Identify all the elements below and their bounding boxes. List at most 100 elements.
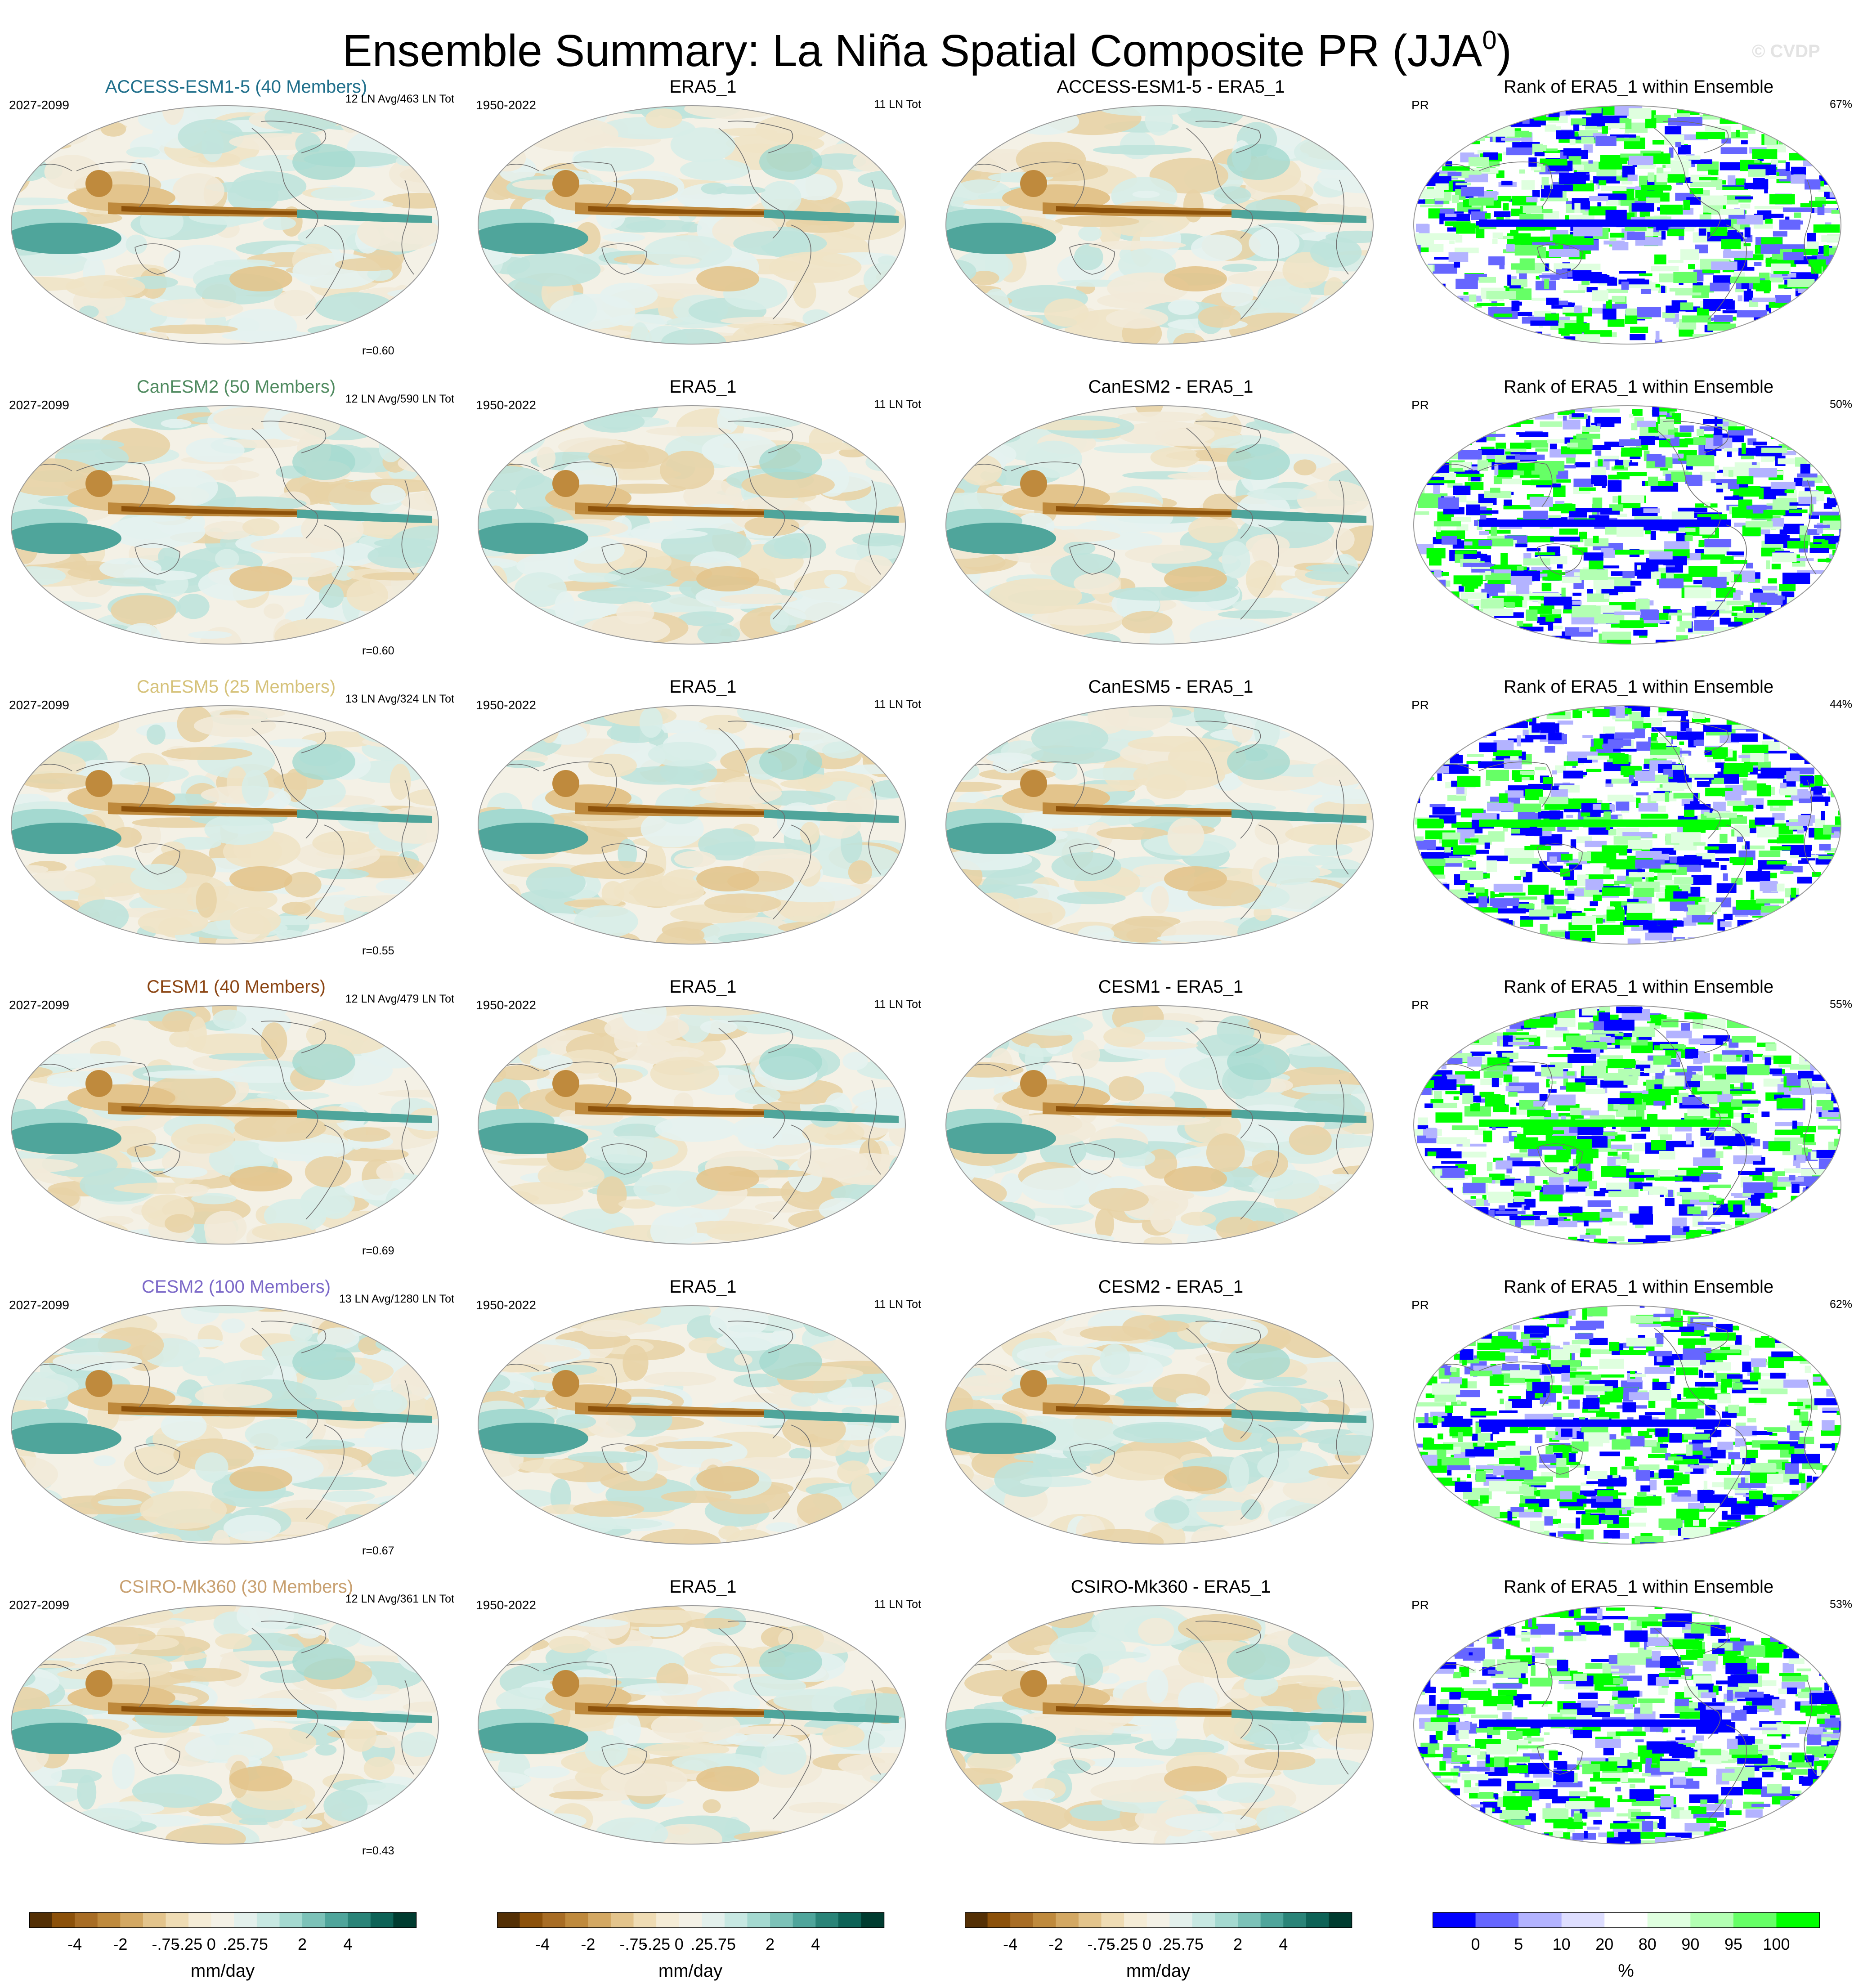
globe-map	[9, 1303, 441, 1546]
colorbar-swatch	[1604, 1912, 1648, 1928]
colorbar-swatch	[815, 1912, 838, 1928]
colorbar-swatch	[588, 1912, 611, 1928]
colorbar-tick-label: 4	[811, 1935, 820, 1954]
colorbar-swatch	[1033, 1912, 1056, 1928]
colorbar-swatch	[188, 1912, 211, 1928]
colorbar-tick-label: 5	[1514, 1935, 1523, 1954]
panel-title: ERA5_1	[471, 676, 935, 697]
colorbar-tick-label: .75	[1181, 1935, 1204, 1954]
diff-panel: CanESM2 - ERA5_1	[939, 376, 1402, 673]
globe-map	[1411, 1603, 1843, 1846]
globe-map	[1411, 403, 1843, 646]
globe-map	[944, 703, 1375, 946]
colorbar-tick-label: -4	[1003, 1935, 1017, 1954]
colorbar-tick-label: -.25	[1110, 1935, 1138, 1954]
colorbar-swatch	[679, 1912, 702, 1928]
colorbar-swatch	[988, 1912, 1011, 1928]
colorbar-tick-label: .25	[1158, 1935, 1181, 1954]
pattern-correlation: r=0.60	[362, 345, 394, 358]
colorbar-tick-label: 90	[1681, 1935, 1699, 1954]
pattern-correlation: r=0.55	[362, 945, 394, 958]
globe-map	[944, 403, 1375, 646]
globe-map	[944, 103, 1375, 346]
colorbar-tick-label: 80	[1639, 1935, 1657, 1954]
globe-map	[1411, 103, 1843, 346]
colorbar-swatch	[143, 1912, 166, 1928]
colorbar-swatch	[1329, 1912, 1352, 1928]
colorbar-swatch	[211, 1912, 234, 1928]
colorbar-tick-label: -4	[535, 1935, 550, 1954]
colorbar-tick-label: 0	[1142, 1935, 1151, 1954]
panel-title: ACCESS-ESM1-5 - ERA5_1	[939, 76, 1402, 97]
colorbar-swatch	[29, 1912, 52, 1928]
diff-panel: CESM2 - ERA5_1	[939, 1276, 1402, 1573]
colorbar-swatch	[393, 1912, 416, 1928]
colorbar-swatch	[702, 1912, 725, 1928]
globe-map	[476, 703, 908, 946]
panel-title: ERA5_1	[471, 1576, 935, 1597]
globe-map	[9, 103, 441, 346]
globe-map	[944, 1303, 1375, 1546]
colorbar-swatch	[1306, 1912, 1329, 1928]
colorbar-tick-label: -2	[113, 1935, 127, 1954]
colorbar-swatch	[1124, 1912, 1147, 1928]
globe-map	[1411, 703, 1843, 946]
pattern-correlation: r=0.67	[362, 1545, 394, 1558]
colorbar-swatch	[1169, 1912, 1192, 1928]
colorbar-tick-label: 4	[1279, 1935, 1288, 1954]
colorbar-tick-label: -2	[1048, 1935, 1063, 1954]
colorbar-swatch	[793, 1912, 816, 1928]
colorbar-swatch	[1518, 1912, 1562, 1928]
colorbar-swatch	[1648, 1912, 1691, 1928]
watermark: © CVDP	[1752, 41, 1820, 62]
colorbar-tick-label: 2	[766, 1935, 775, 1954]
colorbar-swatch	[1056, 1912, 1079, 1928]
colorbar-units: mm/day	[29, 1961, 416, 1981]
colorbar-swatch	[770, 1912, 793, 1928]
colorbar-swatch	[75, 1912, 98, 1928]
colorbar-swatch	[1283, 1912, 1306, 1928]
colorbar-swatch	[234, 1912, 257, 1928]
colorbar-swatch	[279, 1912, 302, 1928]
colorbar-swatch	[52, 1912, 75, 1928]
diff-panel: CanESM5 - ERA5_1	[939, 676, 1402, 973]
colorbar-tick-label: .25	[223, 1935, 245, 1954]
colorbar-swatch	[861, 1912, 884, 1928]
colorbar-swatch	[98, 1912, 121, 1928]
colorbar-tick-label: 100	[1763, 1935, 1790, 1954]
colorbar-swatch	[1192, 1912, 1215, 1928]
diff-panel: CSIRO-Mk360 - ERA5_1	[939, 1576, 1402, 1873]
pattern-correlation: r=0.43	[362, 1845, 394, 1858]
colorbar-tick-label: -2	[581, 1935, 595, 1954]
colorbar-swatch	[1733, 1912, 1777, 1928]
pattern-correlation: r=0.69	[362, 1245, 394, 1258]
colorbar-tick-label: 10	[1553, 1935, 1571, 1954]
colorbar-swatch	[166, 1912, 189, 1928]
panel-title: Rank of ERA5_1 within Ensemble	[1407, 376, 1854, 397]
colorbar-swatch	[348, 1912, 371, 1928]
panel-title: ERA5_1	[471, 376, 935, 397]
panel-title: Rank of ERA5_1 within Ensemble	[1407, 976, 1854, 997]
globe-map	[9, 1003, 441, 1246]
globe-map	[476, 103, 908, 346]
colorbar-swatch	[634, 1912, 657, 1928]
globe-map	[944, 1603, 1375, 1846]
colorbar-swatch	[1102, 1912, 1124, 1928]
panel-title: Rank of ERA5_1 within Ensemble	[1407, 76, 1854, 97]
panel-title: CESM1 - ERA5_1	[939, 976, 1402, 997]
